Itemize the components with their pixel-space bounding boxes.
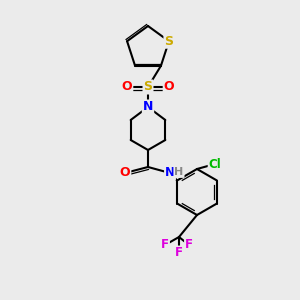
Text: S: S [164,35,173,48]
Text: N: N [143,100,153,113]
Text: O: O [122,80,132,94]
Text: Cl: Cl [208,158,221,170]
Text: O: O [164,80,174,94]
Text: F: F [185,238,193,251]
Text: O: O [120,167,130,179]
Text: N: N [165,167,175,179]
Text: S: S [143,80,152,94]
Text: H: H [174,167,184,177]
Text: F: F [161,238,169,251]
Text: F: F [175,247,183,260]
